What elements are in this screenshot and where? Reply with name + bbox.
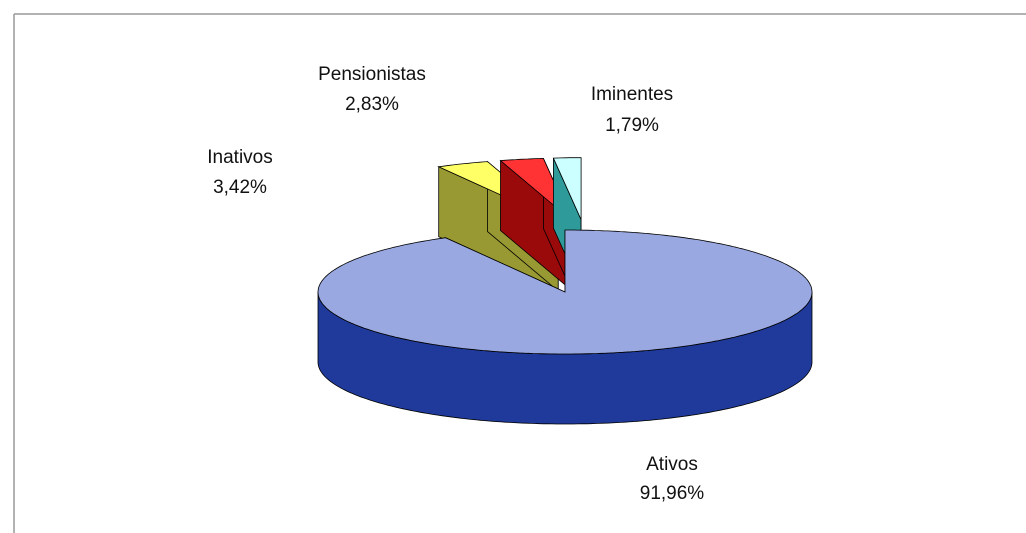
label-value: 91,96% — [640, 483, 705, 504]
label-value: 1,79% — [605, 115, 659, 136]
slice-top — [552, 157, 582, 220]
label-name: Iminentes — [591, 84, 673, 105]
slice-top — [317, 229, 813, 355]
label-name: Pensionistas — [318, 64, 426, 85]
label-name: Ativos — [646, 454, 698, 475]
pie — [317, 157, 813, 425]
label-value: 3,42% — [213, 177, 267, 198]
label-name: Inativos — [207, 147, 272, 168]
label-value: 2,83% — [345, 94, 399, 115]
